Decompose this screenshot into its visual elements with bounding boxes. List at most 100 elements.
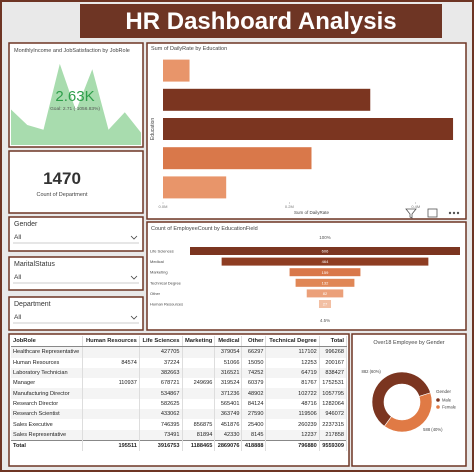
data-label: 606 <box>322 249 329 254</box>
legend-swatch <box>436 405 440 409</box>
dashboard-title: HR Dashboard Analysis <box>125 8 396 35</box>
slicer-chevron[interactable] <box>130 275 138 280</box>
table-cell <box>182 398 216 410</box>
table-cell: 27590 <box>241 409 267 420</box>
category-label: Medical <box>150 259 164 264</box>
slicer-selection: All <box>14 234 22 241</box>
pie-panel <box>351 333 467 467</box>
table-cell: 102722 <box>265 388 320 399</box>
bar <box>163 147 312 170</box>
category-label: Other <box>150 291 161 296</box>
more-icon[interactable] <box>456 211 460 215</box>
matrix-table: JobRole Human Resources Life Sciences Marke… <box>11 336 347 464</box>
data-label: 464 <box>322 259 329 264</box>
table-cell <box>82 346 140 358</box>
table-cell: Technical Degree <box>265 336 320 348</box>
table-cell: Total <box>319 336 347 348</box>
table-cell: 217858 <box>319 429 347 441</box>
table-cell: Manager <box>11 378 84 389</box>
kpi-value: 2.63K <box>55 88 94 105</box>
table-cell: 746395 <box>139 419 183 430</box>
table-cell: 2237315 <box>319 419 347 430</box>
table-cell <box>82 367 140 379</box>
slicer[interactable] <box>8 256 144 291</box>
table-cell: 119506 <box>265 409 320 420</box>
slicer-chevron[interactable] <box>130 315 138 320</box>
table-cell: 838427 <box>319 367 347 379</box>
table-cell: 60379 <box>241 378 267 389</box>
slicer-label: MaritalStatus <box>14 261 55 268</box>
table-cell: 12237 <box>265 429 320 441</box>
table-cell: 996268 <box>319 346 347 358</box>
data-label: 27 <box>323 302 328 307</box>
table-cell: Laboratory Technician <box>11 367 84 379</box>
kpi-title: MonthlyIncome and JobSatisfaction by Job… <box>14 48 130 54</box>
table-cell: Human Resources <box>11 357 84 368</box>
data-label: 159 <box>322 270 329 275</box>
x-tick-label: 0.0M <box>159 204 168 209</box>
data-label: 882 (60%) <box>362 369 382 374</box>
chart-title: Over18 Employee by Gender <box>373 340 444 346</box>
funnel-bar <box>221 257 429 266</box>
table-cell: Sales Representative <box>11 429 84 441</box>
legend-label: Male <box>442 398 452 403</box>
funnel-bar <box>318 300 332 308</box>
table-row: Total 195511 3916753 1188465 2869076 418888 79… <box>11 439 347 452</box>
table-cell <box>82 398 140 410</box>
bar <box>163 88 371 111</box>
funnel-bar <box>190 247 460 255</box>
table-cell: 1282064 <box>319 398 347 410</box>
table-cell: 2869076 <box>214 439 243 452</box>
bar <box>163 118 454 140</box>
table-cell: 37224 <box>139 357 183 368</box>
table: JobRole Human Resources Life Sciences Marke… <box>11 336 347 452</box>
filter-icon[interactable] <box>405 208 417 219</box>
legend-title: Gender <box>436 389 452 394</box>
table-row: JobRole Human Resources Life Sciences Marke… <box>11 336 347 348</box>
count-card <box>8 150 144 214</box>
funnel-bar <box>295 278 355 287</box>
bar <box>163 59 190 82</box>
legend-swatch <box>436 398 440 402</box>
table-cell: JobRole <box>11 336 84 348</box>
table-cell: 81767 <box>265 378 320 389</box>
category-label: Life Sciences <box>150 249 174 254</box>
more-icon[interactable] <box>452 211 456 215</box>
table-cell <box>82 429 140 441</box>
table-cell: 9559309 <box>319 439 347 452</box>
table-cell: 678721 <box>139 378 183 389</box>
visual-toolbar[interactable] <box>405 208 460 219</box>
table-cell: Medical <box>214 336 243 348</box>
table-cell <box>182 409 216 420</box>
donut-slice <box>371 371 431 427</box>
table-cell: 382663 <box>139 367 183 379</box>
table-cell <box>182 357 216 368</box>
table-cell: Marketing <box>182 336 216 348</box>
table-cell: 363749 <box>214 409 243 420</box>
table-cell: 15050 <box>241 357 267 368</box>
table-cell: Total <box>11 439 84 452</box>
table-cell: 84124 <box>241 398 267 410</box>
table-row: Research Scientist 433062 363749 27590 11950… <box>11 409 347 420</box>
table-cell: 12253 <box>265 357 320 368</box>
table-cell: Research Scientist <box>11 409 84 420</box>
slicer-chevron[interactable] <box>130 235 138 240</box>
funnel-bottom-label: 4.5% <box>320 318 330 323</box>
table-cell: 81894 <box>182 429 216 441</box>
slicer[interactable] <box>8 216 144 252</box>
bar <box>163 176 227 199</box>
table-cell: 379054 <box>214 346 243 358</box>
slicer-selection: All <box>14 274 22 281</box>
table-row: Sales Executive 746395 856875 451876 25400 26… <box>11 419 347 430</box>
table-row: Research Director 582625 565401 84124 48716 1… <box>11 398 347 410</box>
table-cell <box>182 388 216 399</box>
data-label: 588 (40%) <box>423 427 443 432</box>
table-cell <box>82 419 140 430</box>
more-icon[interactable] <box>448 211 452 215</box>
slicer[interactable] <box>8 296 144 331</box>
table-cell: 796880 <box>265 439 320 452</box>
slicer-label: Department <box>14 301 51 308</box>
focus-icon[interactable] <box>427 208 438 218</box>
